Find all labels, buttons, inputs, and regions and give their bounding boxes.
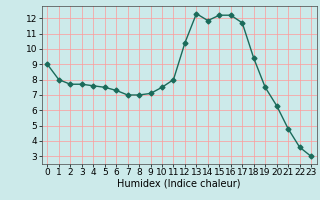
- X-axis label: Humidex (Indice chaleur): Humidex (Indice chaleur): [117, 179, 241, 189]
